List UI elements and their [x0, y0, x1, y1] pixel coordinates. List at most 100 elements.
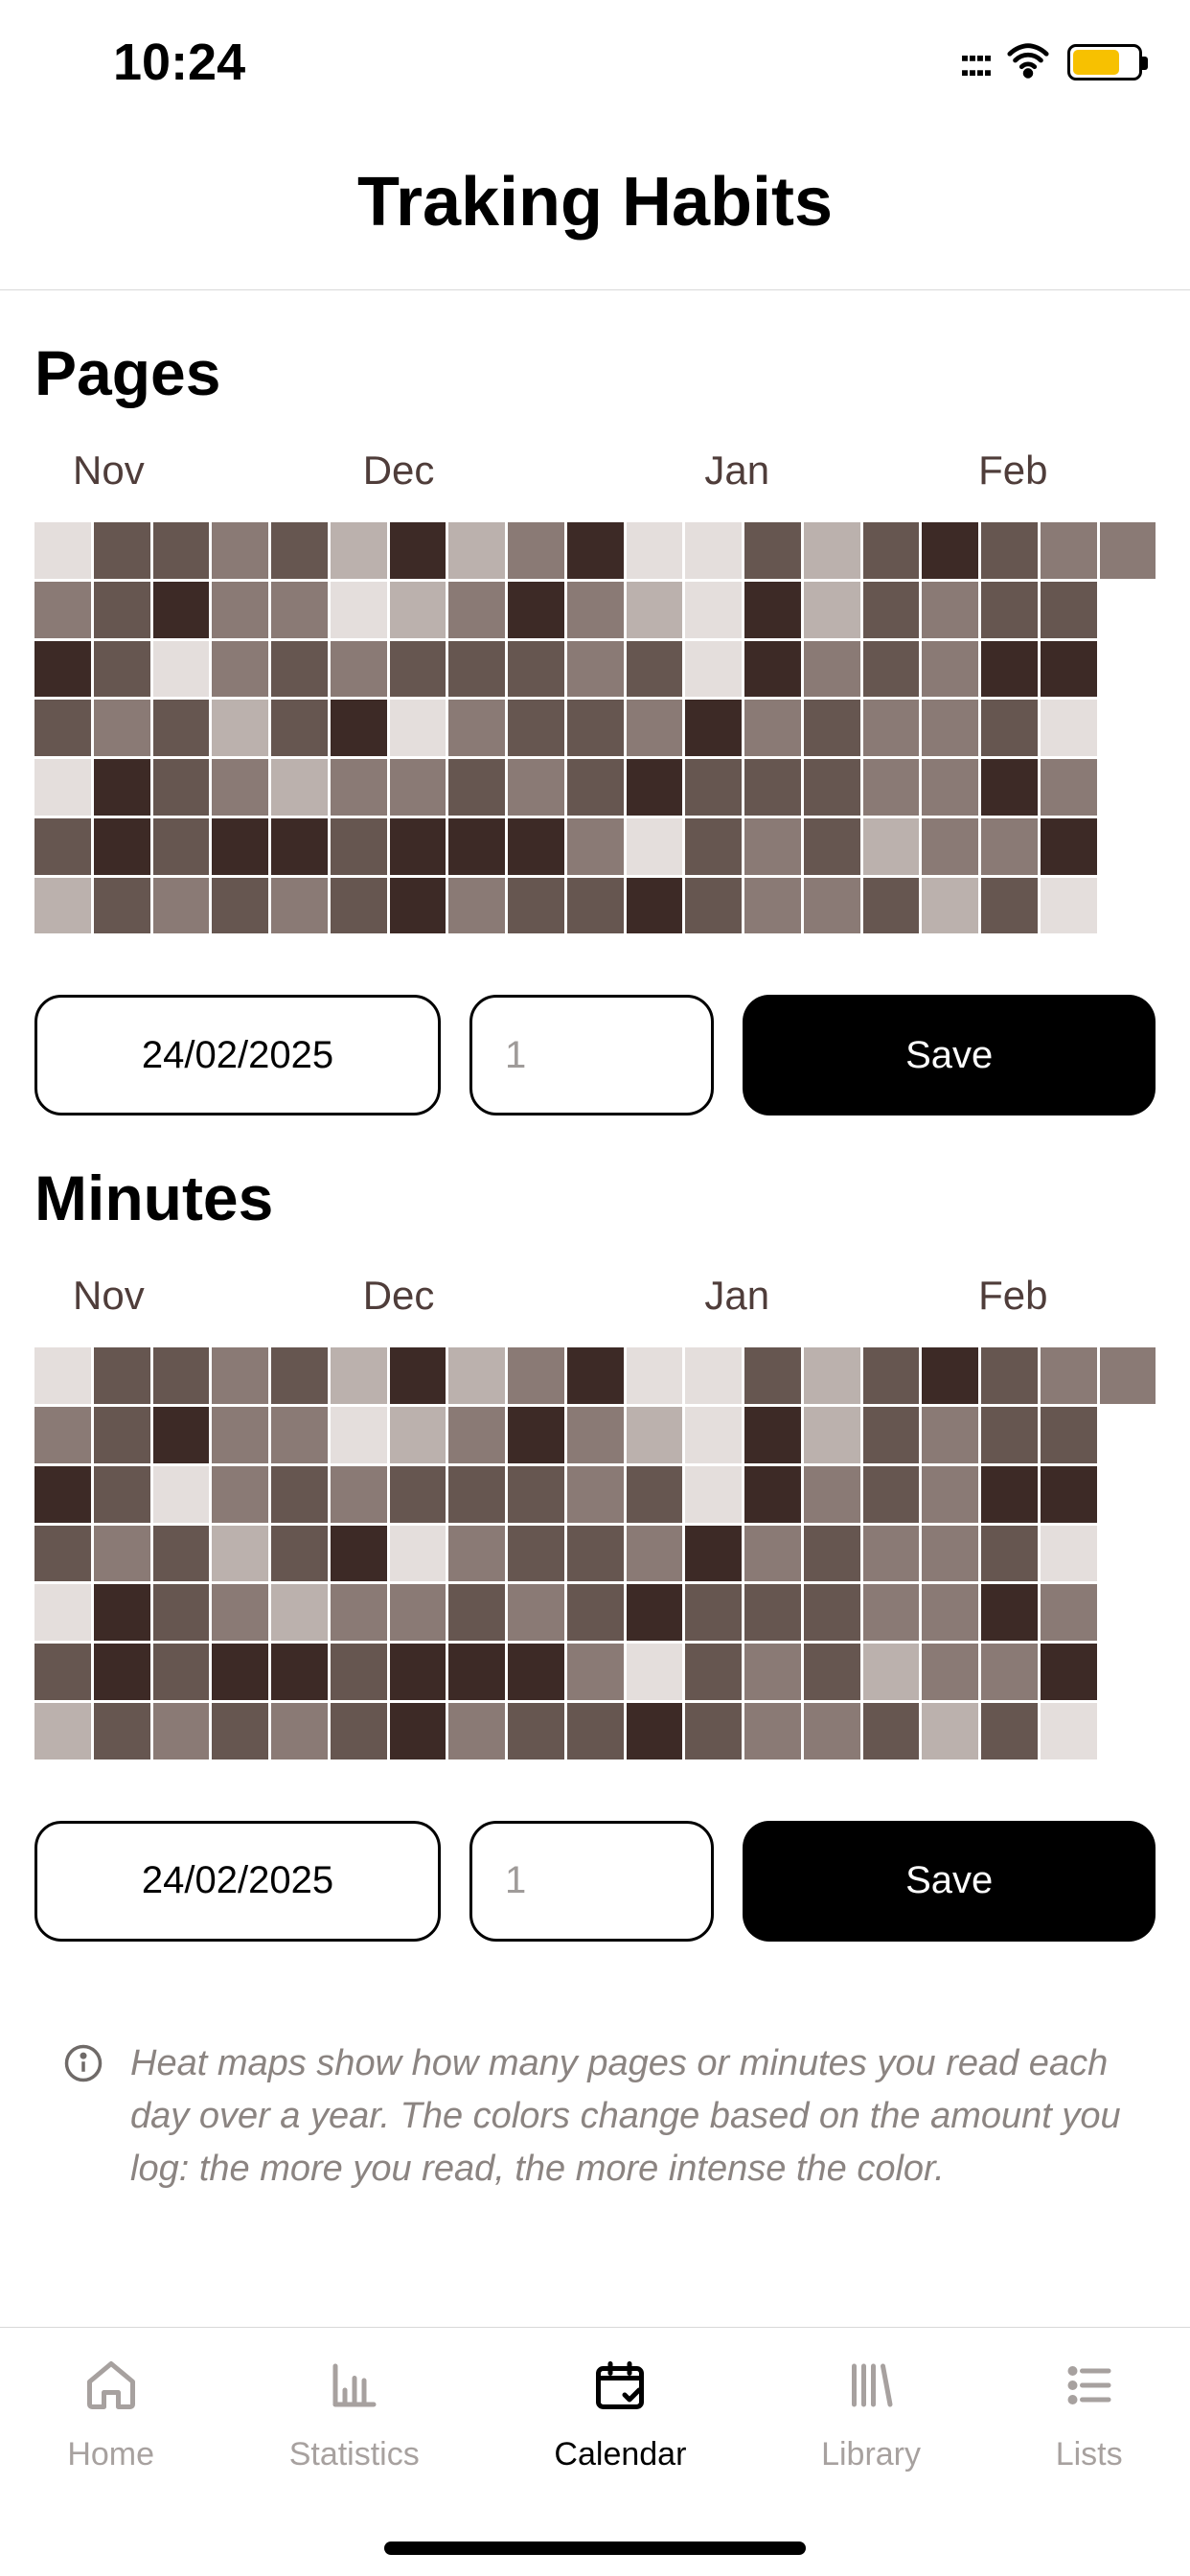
heatmap-cell[interactable] — [627, 522, 683, 579]
heatmap-cell[interactable] — [34, 582, 91, 638]
heatmap-cell[interactable] — [448, 1644, 505, 1700]
heatmap-cell[interactable] — [627, 1644, 683, 1700]
heatmap-cell[interactable] — [34, 641, 91, 698]
heatmap-cell[interactable] — [627, 1584, 683, 1641]
heatmap-cell[interactable] — [981, 700, 1038, 756]
heatmap-cell[interactable] — [744, 1584, 801, 1641]
heatmap-cell[interactable] — [1100, 759, 1156, 816]
heatmap-cell[interactable] — [331, 1526, 387, 1582]
heatmap-cell[interactable] — [508, 582, 564, 638]
heatmap-cell[interactable] — [448, 582, 505, 638]
heatmap-cell[interactable] — [212, 1526, 268, 1582]
heatmap-cell[interactable] — [34, 522, 91, 579]
heatmap-cell[interactable] — [331, 1584, 387, 1641]
heatmap-cell[interactable] — [448, 1703, 505, 1760]
heatmap-cell[interactable] — [508, 522, 564, 579]
heatmap-cell[interactable] — [94, 1347, 150, 1404]
heatmap-cell[interactable] — [981, 1347, 1038, 1404]
heatmap-cell[interactable] — [744, 1703, 801, 1760]
heatmap-cell[interactable] — [94, 582, 150, 638]
heatmap-cell[interactable] — [1100, 1703, 1156, 1760]
heatmap-cell[interactable] — [271, 1644, 328, 1700]
heatmap-cell[interactable] — [34, 1644, 91, 1700]
heatmap-cell[interactable] — [153, 582, 210, 638]
heatmap-cell[interactable] — [1041, 700, 1097, 756]
heatmap-cell[interactable] — [804, 759, 860, 816]
heatmap-cell[interactable] — [212, 522, 268, 579]
heatmap-cell[interactable] — [627, 1347, 683, 1404]
heatmap-cell[interactable] — [1041, 1584, 1097, 1641]
heatmap-cell[interactable] — [981, 818, 1038, 875]
heatmap-cell[interactable] — [271, 700, 328, 756]
heatmap-cell[interactable] — [271, 1407, 328, 1463]
heatmap-cell[interactable] — [627, 582, 683, 638]
heatmap-cell[interactable] — [390, 1703, 446, 1760]
heatmap-cell[interactable] — [448, 1347, 505, 1404]
heatmap-cell[interactable] — [744, 1466, 801, 1523]
heatmap-cell[interactable] — [390, 1584, 446, 1641]
heatmap-cell[interactable] — [271, 1584, 328, 1641]
heatmap-cell[interactable] — [744, 582, 801, 638]
heatmap-cell[interactable] — [212, 1347, 268, 1404]
heatmap-cell[interactable] — [153, 878, 210, 934]
heatmap-cell[interactable] — [627, 818, 683, 875]
heatmap-cell[interactable] — [212, 878, 268, 934]
heatmap-cell[interactable] — [271, 1703, 328, 1760]
heatmap-cell[interactable] — [627, 1526, 683, 1582]
heatmap-cell[interactable] — [390, 1407, 446, 1463]
heatmap-cell[interactable] — [981, 878, 1038, 934]
heatmap-cell[interactable] — [34, 1526, 91, 1582]
heatmap-cell[interactable] — [153, 1347, 210, 1404]
heatmap-cell[interactable] — [685, 1526, 742, 1582]
heatmap-cell[interactable] — [922, 641, 978, 698]
heatmap-cell[interactable] — [448, 1584, 505, 1641]
heatmap-cell[interactable] — [331, 522, 387, 579]
heatmap-cell[interactable] — [448, 818, 505, 875]
heatmap-cell[interactable] — [685, 1644, 742, 1700]
heatmap-cell[interactable] — [34, 1703, 91, 1760]
heatmap-cell[interactable] — [685, 818, 742, 875]
heatmap-cell[interactable] — [271, 818, 328, 875]
heatmap-cell[interactable] — [508, 818, 564, 875]
heatmap-cell[interactable] — [685, 1466, 742, 1523]
heatmap-cell[interactable] — [804, 1347, 860, 1404]
tab-home[interactable]: Home — [67, 2357, 154, 2473]
heatmap-cell[interactable] — [331, 1347, 387, 1404]
heatmap-cell[interactable] — [390, 641, 446, 698]
value-input-minutes[interactable]: 1 — [469, 1821, 714, 1942]
heatmap-cell[interactable] — [1041, 878, 1097, 934]
heatmap-cell[interactable] — [508, 1466, 564, 1523]
heatmap-cell[interactable] — [94, 522, 150, 579]
heatmap-cell[interactable] — [685, 878, 742, 934]
heatmap-cell[interactable] — [1041, 522, 1097, 579]
heatmap-cell[interactable] — [508, 1347, 564, 1404]
heatmap-cell[interactable] — [153, 700, 210, 756]
heatmap-cell[interactable] — [508, 1584, 564, 1641]
heatmap-cell[interactable] — [212, 818, 268, 875]
heatmap-cell[interactable] — [1100, 1407, 1156, 1463]
heatmap-cell[interactable] — [627, 1703, 683, 1760]
heatmap-cell[interactable] — [212, 1644, 268, 1700]
heatmap-cell[interactable] — [627, 878, 683, 934]
heatmap-cell[interactable] — [922, 1644, 978, 1700]
heatmap-cell[interactable] — [685, 1584, 742, 1641]
heatmap-cell[interactable] — [94, 878, 150, 934]
tab-lists[interactable]: Lists — [1056, 2357, 1123, 2473]
heatmap-cell[interactable] — [390, 1526, 446, 1582]
heatmap-cell[interactable] — [685, 522, 742, 579]
heatmap-cell[interactable] — [1100, 641, 1156, 698]
heatmap-cell[interactable] — [804, 1644, 860, 1700]
heatmap-cell[interactable] — [922, 1526, 978, 1582]
heatmap-cell[interactable] — [804, 818, 860, 875]
heatmap-cell[interactable] — [448, 759, 505, 816]
heatmap-cell[interactable] — [448, 1526, 505, 1582]
heatmap-cell[interactable] — [685, 1407, 742, 1463]
heatmap-cell[interactable] — [1100, 1466, 1156, 1523]
heatmap-cell[interactable] — [804, 878, 860, 934]
heatmap-cell[interactable] — [981, 522, 1038, 579]
heatmap-cell[interactable] — [804, 1407, 860, 1463]
heatmap-cell[interactable] — [1100, 878, 1156, 934]
heatmap-cell[interactable] — [153, 641, 210, 698]
heatmap-cell[interactable] — [1041, 1703, 1097, 1760]
heatmap-cell[interactable] — [153, 1644, 210, 1700]
